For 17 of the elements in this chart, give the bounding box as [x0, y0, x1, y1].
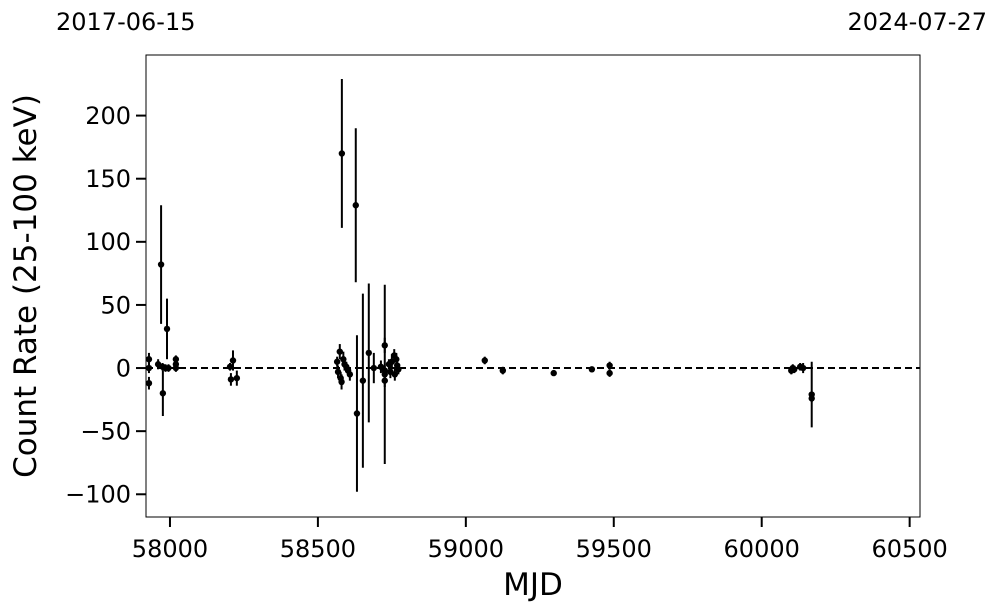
- y-tick-label: −100: [65, 480, 131, 509]
- y-tick-label: −50: [80, 418, 131, 446]
- y-tick-label: 50: [100, 291, 131, 320]
- y-axis-title: Count Rate (25-100 keV): [8, 94, 44, 478]
- x-tick-label: 60500: [871, 535, 948, 563]
- y-tick-label: 200: [85, 102, 131, 130]
- y-tick-label: 0: [116, 354, 131, 382]
- x-tick-label: 58500: [280, 535, 356, 563]
- text: 2024-07-27: [848, 8, 987, 36]
- x-axis-title: MJD: [503, 567, 563, 603]
- y-tick-label: 150: [85, 165, 131, 194]
- y-tick-label: 100: [85, 228, 131, 256]
- x-tick-label: 60000: [724, 535, 800, 563]
- x-tick-label: 58000: [132, 535, 208, 563]
- x-tick-label: 59000: [428, 535, 504, 563]
- x-tick-label: 59500: [576, 535, 652, 563]
- text: 2017-06-15: [56, 8, 196, 36]
